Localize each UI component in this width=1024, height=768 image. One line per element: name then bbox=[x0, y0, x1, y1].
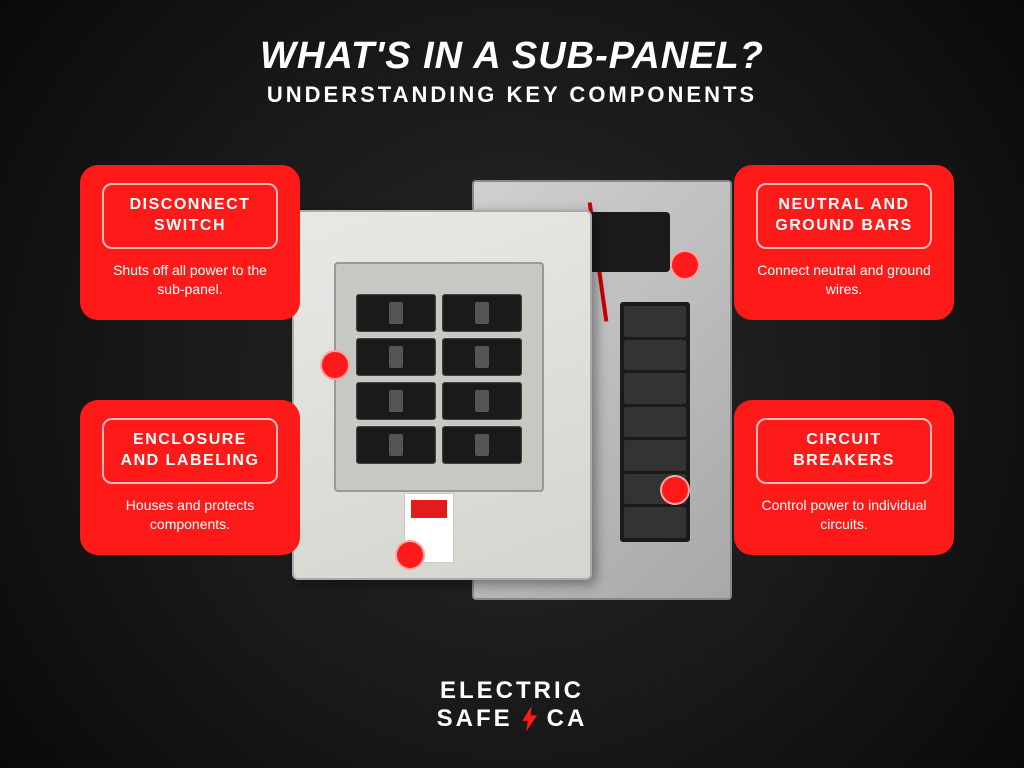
breaker bbox=[356, 294, 436, 332]
brand-word-safe: SAFE bbox=[437, 705, 513, 733]
breaker bbox=[356, 338, 436, 376]
header: WHAT'S IN A SUB-PANEL? UNDERSTANDING KEY… bbox=[0, 0, 1024, 108]
page-title: WHAT'S IN A SUB-PANEL? bbox=[0, 35, 1024, 78]
callout-desc: Control power to individual circuits. bbox=[756, 496, 932, 535]
breaker bbox=[356, 382, 436, 420]
breaker bbox=[442, 294, 522, 332]
callout-desc: Houses and protects components. bbox=[102, 496, 278, 535]
right-breaker-column bbox=[620, 302, 690, 542]
callout-desc: Connect neutral and ground wires. bbox=[756, 261, 932, 300]
callout-title: ENCLOSURE AND LABELING bbox=[102, 418, 278, 484]
callout-disconnect-switch: DISCONNECT SWITCH Shuts off all power to… bbox=[80, 165, 300, 320]
brand-line1: ELECTRIC bbox=[437, 677, 588, 705]
callout-circuit-breakers: CIRCUIT BREAKERS Control power to indivi… bbox=[734, 400, 954, 555]
page-subtitle: UNDERSTANDING KEY COMPONENTS bbox=[0, 82, 1024, 108]
breaker bbox=[356, 426, 436, 464]
marker-dot bbox=[670, 250, 700, 280]
brand-word-ca: CA bbox=[547, 705, 588, 733]
marker-dot bbox=[395, 540, 425, 570]
marker-dot bbox=[320, 350, 350, 380]
lightning-bolt-icon bbox=[519, 706, 541, 732]
marker-dot bbox=[660, 475, 690, 505]
callout-neutral-ground-bars: NEUTRAL AND GROUND BARS Connect neutral … bbox=[734, 165, 954, 320]
breaker bbox=[442, 338, 522, 376]
callout-title: NEUTRAL AND GROUND BARS bbox=[756, 183, 932, 249]
brand-line2: SAFE CA bbox=[437, 705, 588, 733]
brand-footer: ELECTRIC SAFE CA bbox=[437, 677, 588, 733]
breaker bbox=[442, 382, 522, 420]
breaker bbox=[442, 426, 522, 464]
door-inner-panel bbox=[334, 262, 544, 492]
callout-title: CIRCUIT BREAKERS bbox=[756, 418, 932, 484]
breaker-grid bbox=[356, 294, 522, 464]
panel-door bbox=[292, 210, 592, 580]
callout-title: DISCONNECT SWITCH bbox=[102, 183, 278, 249]
callout-enclosure-labeling: ENCLOSURE AND LABELING Houses and protec… bbox=[80, 400, 300, 555]
callout-desc: Shuts off all power to the sub-panel. bbox=[102, 261, 278, 300]
sub-panel-illustration bbox=[292, 180, 732, 610]
